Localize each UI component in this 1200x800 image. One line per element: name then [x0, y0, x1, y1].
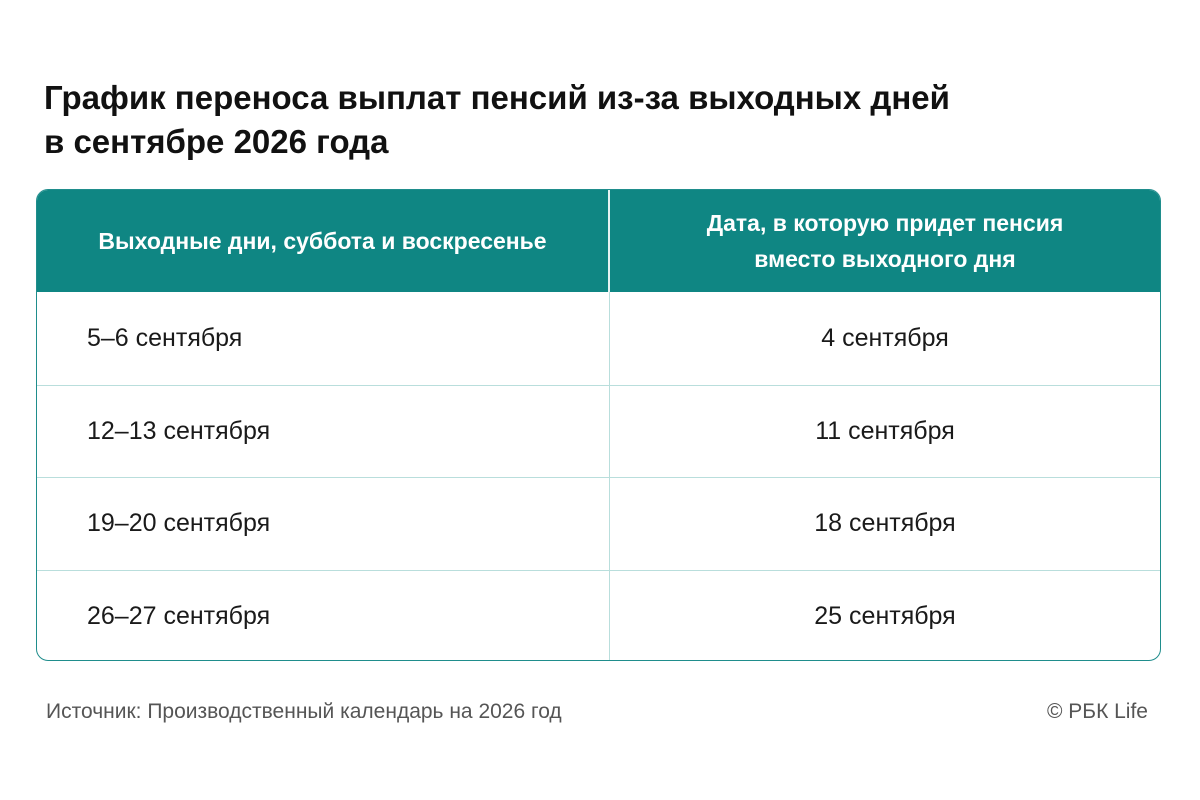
payment-date-cell: 25 сентября — [814, 601, 956, 630]
page-title-line-2: в сентябре 2026 года — [44, 123, 389, 160]
header-payment-date-line-2: вместо выходного дня — [754, 246, 1016, 272]
pension-schedule-table: Выходные дни, суббота и воскресенье Дата… — [36, 189, 1161, 661]
header-payment-date-line-1: Дата, в которую придет пенсия — [706, 210, 1064, 236]
weekend-cell: 19–20 сентября — [37, 478, 610, 570]
header-weekend-days: Выходные дни, суббота и воскресенье — [37, 190, 610, 292]
table-row: 12–13 сентября 11 сентября — [37, 384, 1160, 477]
table-body: 5–6 сентября 4 сентября 12–13 сентября 1… — [37, 292, 1160, 660]
payment-date-cell: 18 сентября — [814, 509, 956, 538]
weekend-cell: 26–27 сентября — [37, 570, 610, 660]
weekend-cell: 5–6 сентября — [37, 292, 610, 385]
table-header: Выходные дни, суббота и воскресенье Дата… — [37, 190, 1160, 292]
page-title-line-1: График переноса выплат пенсий из-за выхо… — [44, 79, 950, 116]
header-payment-date: Дата, в которую придет пенсия вместо вых… — [610, 190, 1160, 292]
payment-date-cell: 11 сентября — [815, 416, 955, 445]
copyright-note: © РБК Life — [1046, 700, 1148, 723]
weekend-cell: 12–13 сентября — [37, 385, 610, 477]
table-row: 26–27 сентября 25 сентября — [37, 569, 1160, 660]
page-title: График переноса выплат пенсий из-за выхо… — [44, 76, 1044, 164]
payment-date-cell: 4 сентября — [821, 323, 949, 352]
source-note: Источник: Производственный календарь на … — [46, 700, 562, 723]
header-weekend-days-label: Выходные дни, суббота и воскресенье — [98, 228, 547, 254]
table-row: 5–6 сентября 4 сентября — [37, 292, 1160, 385]
table-row: 19–20 сентября 18 сентября — [37, 477, 1160, 570]
